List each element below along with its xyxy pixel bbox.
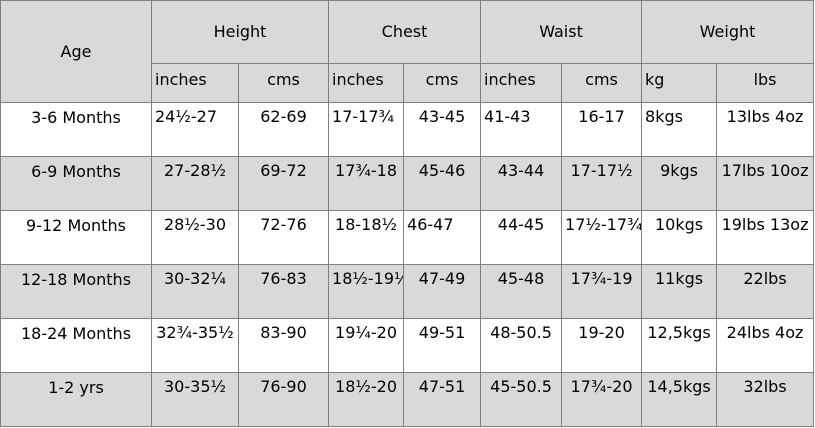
- table-cell: 10kgs: [641, 210, 718, 265]
- chest-header: Chest: [328, 0, 482, 64]
- table-cell: 76-90: [237, 372, 330, 427]
- age-cell: 9-12 Months: [0, 210, 152, 265]
- table-cell: 18½-19¼: [328, 264, 405, 319]
- table-row: 3-6 Months 24½-27 62-69 17-17¾ 43-45 41-…: [0, 102, 815, 157]
- table-cell: 24lbs 4oz: [716, 318, 815, 373]
- age-cell: 6-9 Months: [0, 156, 152, 211]
- table-cell: 48-50.5: [480, 318, 563, 373]
- table-cell: 12,5kgs: [641, 318, 718, 373]
- table-cell: 30-35½: [151, 372, 239, 427]
- table-cell: 32¾-35½: [151, 318, 239, 373]
- table-cell: 17¾-19: [561, 264, 643, 319]
- table-cell: 19¼-20: [328, 318, 405, 373]
- age-cell: 3-6 Months: [0, 102, 152, 157]
- weight-header: Weight: [641, 0, 815, 64]
- table-cell: 18-18½: [328, 210, 405, 265]
- table-cell: 49-51: [403, 318, 482, 373]
- table-cell: 17lbs 10oz: [716, 156, 815, 211]
- table-cell: 19-20: [561, 318, 643, 373]
- table-cell: 76-83: [237, 264, 330, 319]
- table-cell: 45-48: [480, 264, 563, 319]
- table-cell: 28½-30: [151, 210, 239, 265]
- table-row: 9-12 Months 28½-30 72-76 18-18½ 46-47 44…: [0, 210, 815, 265]
- table-cell: 17-17½: [561, 156, 643, 211]
- table-cell: 17-17¾: [328, 102, 405, 157]
- table-cell: 47-49: [403, 264, 482, 319]
- table-cell: 17¾-18: [328, 156, 405, 211]
- table-cell: 8kgs: [641, 102, 718, 157]
- age-cell: 18-24 Months: [0, 318, 152, 373]
- table-cell: 14,5kgs: [641, 372, 718, 427]
- unit-header: cms: [403, 63, 482, 103]
- header-row-units: inches cms inches cms inches cms kg lbs: [1, 63, 815, 103]
- table-cell: 18½-20: [328, 372, 405, 427]
- unit-header: cms: [561, 63, 643, 103]
- table-cell: 24½-27: [151, 102, 239, 157]
- unit-header: inches: [328, 63, 405, 103]
- age-cell: 12-18 Months: [0, 264, 152, 319]
- table-cell: 47-51: [403, 372, 482, 427]
- unit-header: lbs: [716, 63, 815, 103]
- height-header: Height: [150, 0, 330, 64]
- table-cell: 44-45: [480, 210, 563, 265]
- table-cell: 41-43: [480, 102, 563, 157]
- table-cell: 43-45: [403, 102, 482, 157]
- table-cell: 32lbs: [716, 372, 815, 427]
- table-row: 12-18 Months 30-32¼ 76-83 18½-19¼ 47-49 …: [0, 264, 815, 319]
- table-cell: 30-32¼: [151, 264, 239, 319]
- table-cell: 9kgs: [641, 156, 718, 211]
- table-row: 1-2 yrs 30-35½ 76-90 18½-20 47-51 45-50.…: [0, 372, 815, 427]
- table-cell: 17¾-20: [561, 372, 643, 427]
- unit-header: cms: [237, 63, 330, 103]
- table-cell: 69-72: [237, 156, 330, 211]
- table-cell: 45-46: [403, 156, 482, 211]
- age-cell: 1-2 yrs: [0, 372, 152, 427]
- table-cell: 17½-17¾: [561, 210, 643, 265]
- table-cell: 45-50.5: [480, 372, 563, 427]
- table-cell: 27-28½: [151, 156, 239, 211]
- unit-header: inches: [151, 63, 239, 103]
- table-row: 18-24 Months 32¾-35½ 83-90 19¼-20 49-51 …: [0, 318, 815, 373]
- unit-header: inches: [480, 63, 563, 103]
- table-cell: 83-90: [237, 318, 330, 373]
- table-row: 6-9 Months 27-28½ 69-72 17¾-18 45-46 43-…: [0, 156, 815, 211]
- unit-header: kg: [641, 63, 718, 103]
- table-cell: 72-76: [237, 210, 330, 265]
- age-header: Age: [0, 0, 152, 103]
- table-cell: 46-47: [403, 210, 482, 265]
- table-cell: 19lbs 13oz: [716, 210, 815, 265]
- header-row-groups: Age Height Chest Waist Weight: [0, 0, 815, 103]
- table-cell: 22lbs: [716, 264, 815, 319]
- waist-header: Waist: [480, 0, 643, 64]
- table-cell: 11kgs: [641, 264, 718, 319]
- table-cell: 16-17: [561, 102, 643, 157]
- table-cell: 43-44: [480, 156, 563, 211]
- table-cell: 13lbs 4oz: [716, 102, 815, 157]
- table-cell: 62-69: [237, 102, 330, 157]
